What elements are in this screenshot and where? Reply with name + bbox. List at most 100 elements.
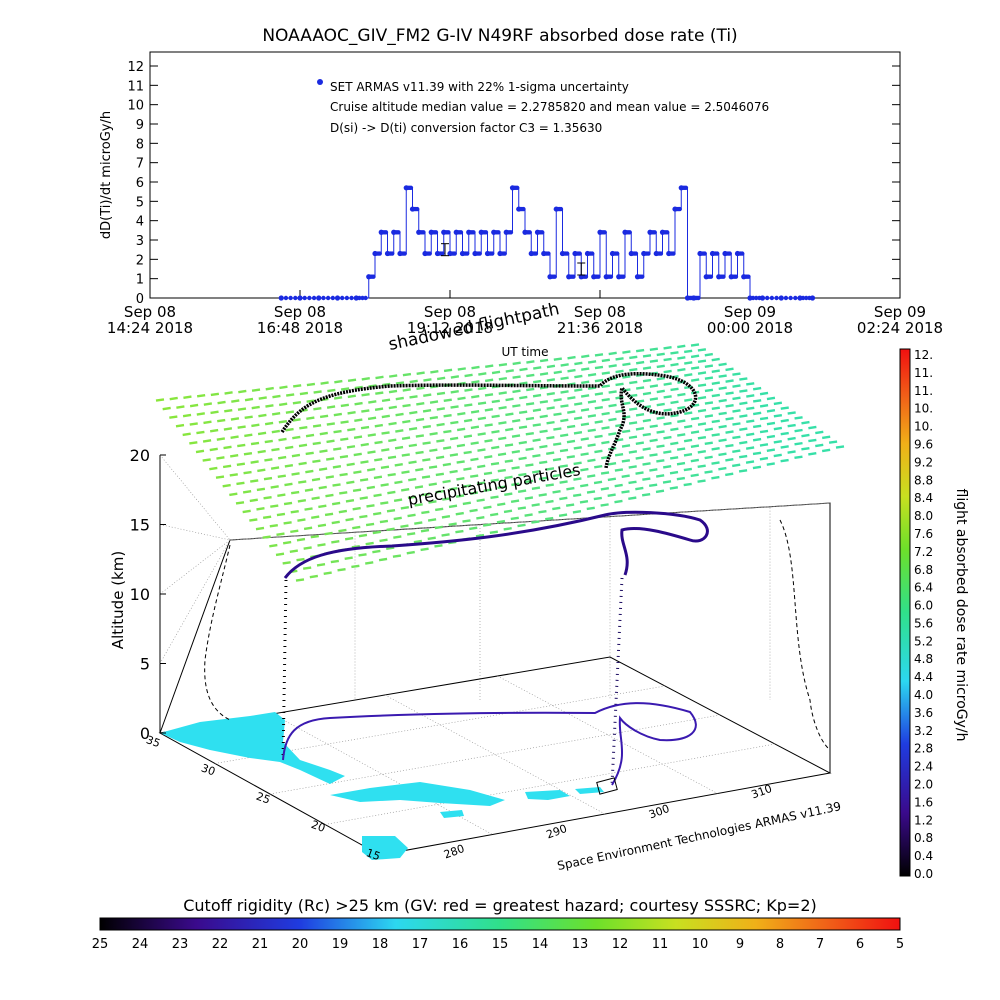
data-point-dense [471, 230, 476, 235]
surface-cell [498, 376, 508, 381]
surface-cell [511, 466, 520, 470]
surface-cell [574, 374, 583, 379]
surface-cell [780, 431, 789, 436]
data-point-dense [521, 206, 526, 212]
rigidity-colorbar [99, 917, 901, 931]
data-point-dense [307, 295, 312, 301]
surface-cell [375, 391, 384, 395]
surface-cell [359, 478, 369, 482]
surface-cell [794, 455, 803, 460]
data-point-dense [627, 230, 632, 235]
dose-tick-label: 2.4 [914, 760, 933, 774]
data-point-dense [539, 230, 545, 235]
surface-cell [711, 393, 721, 398]
surface-cell [773, 413, 783, 418]
surface-cell [538, 476, 548, 481]
surface-cell [338, 509, 348, 514]
surface-cell [524, 496, 534, 500]
surface-cell [752, 399, 762, 403]
surface-cell [718, 424, 727, 429]
x-tick-time: 19:12 2018 [407, 319, 493, 337]
surface-cell [490, 478, 499, 483]
surface-cell [635, 399, 645, 404]
surface-cell [455, 494, 465, 498]
surface-cell [237, 425, 246, 429]
surface-cell [697, 383, 707, 388]
surface-cell [635, 471, 644, 475]
surface-cell [560, 418, 569, 423]
surface-cell [374, 457, 383, 462]
surface-cell [415, 417, 425, 422]
surface-cell [331, 540, 340, 544]
surface-cell [339, 454, 349, 459]
surface-cell [272, 394, 281, 399]
surface-cell [344, 556, 353, 560]
dose-tick-label: 7.6 [914, 527, 933, 541]
surface-cell [482, 523, 492, 527]
surface-cell [235, 501, 245, 505]
surface-cell [684, 411, 693, 415]
rigidity-tick-label: 15 [492, 937, 509, 952]
surface-cell [670, 362, 679, 367]
surface-cell [697, 479, 706, 483]
wall-grid-line [159, 502, 831, 664]
data-point-dense [464, 251, 470, 256]
surface-cell [196, 393, 206, 398]
data-point-dense [421, 230, 426, 235]
surface-cell [676, 447, 686, 451]
surface-cell [642, 432, 651, 437]
surface-cell [416, 371, 425, 375]
surface-cell [725, 379, 734, 383]
x-tick-day: Sep 09 [724, 303, 776, 321]
y-tick-label: 10 [127, 99, 144, 114]
surface-cell [416, 386, 425, 391]
surface-cell [517, 506, 527, 510]
data-point-dense [589, 251, 595, 256]
dose-tick-label: 9.6 [914, 437, 933, 451]
surface-cell [581, 380, 590, 385]
surface-cell [622, 388, 631, 392]
rigidity-tick-label: 9 [736, 937, 744, 952]
surface-cell [614, 483, 623, 488]
surface-cell [690, 366, 700, 370]
data-point-dense [769, 295, 775, 301]
surface-cell [628, 450, 638, 454]
surface-cell [586, 506, 595, 511]
surface-cell [189, 422, 198, 426]
surface-cell [822, 435, 831, 440]
surface-cell [250, 441, 260, 446]
surface-cell [642, 378, 652, 383]
surface-cell [257, 449, 266, 454]
surface-cell [230, 454, 239, 458]
rigidity-tick-label: 17 [412, 937, 429, 952]
surface-cell [420, 547, 429, 552]
surface-cell [787, 450, 796, 454]
surface-cell [808, 425, 817, 430]
surface-cell [298, 480, 307, 484]
surface-cell [489, 530, 499, 535]
y-tick-label: 3 [136, 234, 144, 249]
surface-cell [222, 483, 231, 488]
data-point-dense [514, 185, 520, 190]
surface-cell [339, 491, 348, 495]
surface-cell [210, 410, 219, 415]
y-tick-label: 1 [136, 273, 144, 288]
surface-cell [263, 476, 273, 481]
rigidity-tick-label: 22 [212, 937, 229, 952]
surface-cell [414, 521, 423, 525]
surface-cell [539, 444, 548, 449]
surface-cell [553, 398, 562, 402]
surface-cell [284, 482, 293, 487]
surface-cell [367, 416, 377, 421]
data-point-dense [383, 230, 389, 235]
surface-cell [448, 504, 458, 509]
data-point-dense [788, 295, 793, 301]
surface-cell [270, 485, 279, 489]
dose-tick-label: 0.4 [914, 849, 933, 863]
surface-cell [393, 535, 402, 539]
x-tick-day: Sep 08 [274, 303, 326, 321]
surface-cell [697, 422, 707, 426]
surface-cell [305, 433, 315, 438]
surface-cell [615, 395, 624, 400]
surface-cell [457, 396, 466, 401]
